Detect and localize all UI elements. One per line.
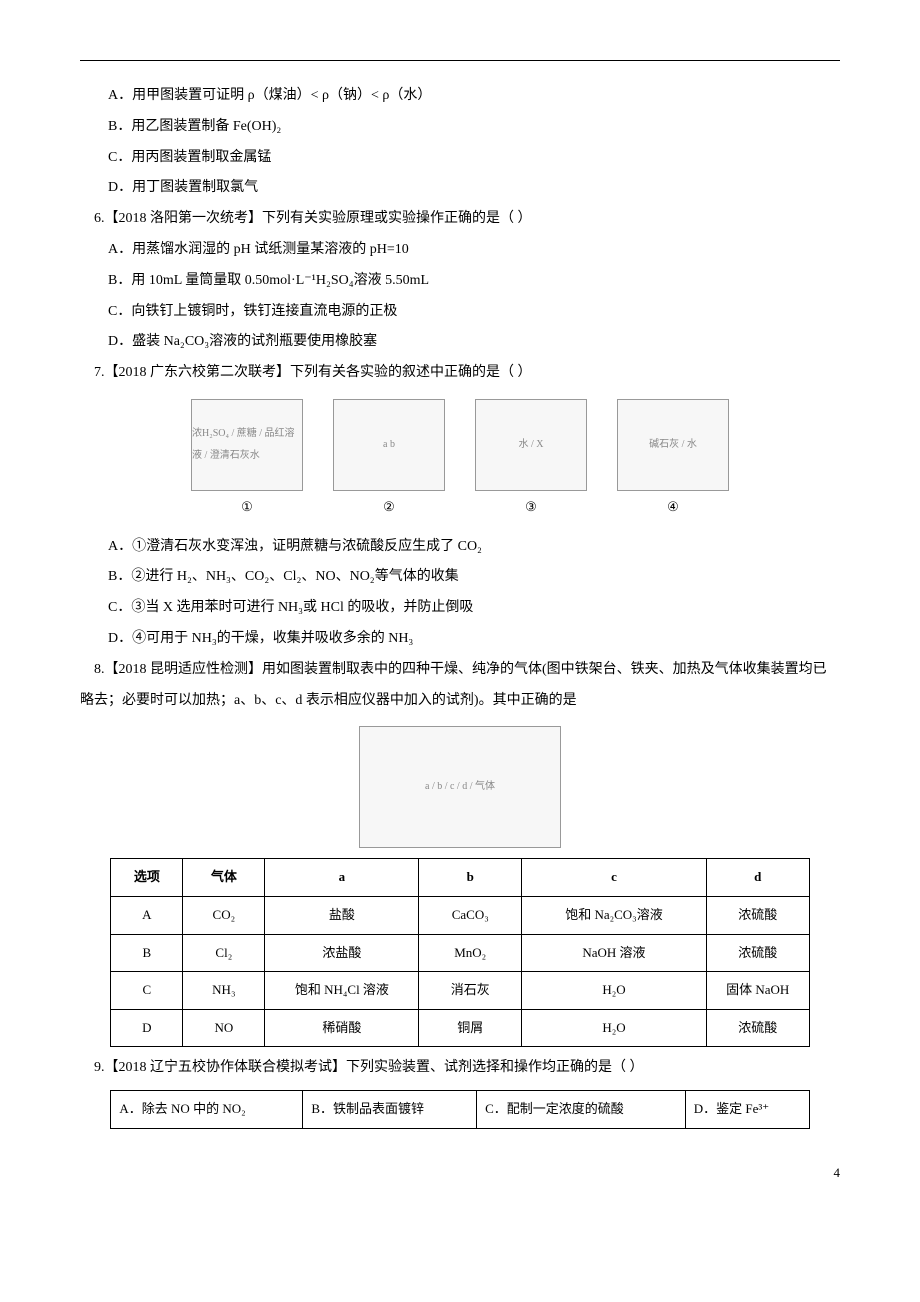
q8-td: 饱和 NH₄Cl 溶液: [265, 972, 419, 1010]
q8-td: MnO₂: [419, 934, 522, 972]
apparatus-diagram-icon: 浓H₂SO₄ / 蔗糖 / 品红溶液 / 澄清石灰水: [191, 399, 303, 491]
q8-th-1: 气体: [183, 859, 265, 897]
q8-th-2: a: [265, 859, 419, 897]
q8-figure: a / b / c / d / 气体: [80, 726, 840, 848]
q8-th-0: 选项: [111, 859, 183, 897]
q8-stem: 8.【2018 昆明适应性检测】用如图装置制取表中的四种干燥、纯净的气体(图中铁…: [80, 655, 840, 717]
q8-td: CaCO₃: [419, 896, 522, 934]
q6-stem: 6.【2018 洛阳第一次统考】下列有关实验原理或实验操作正确的是（ ）: [80, 204, 840, 235]
page-number: 4: [80, 1159, 840, 1188]
q8-td: H₂O: [522, 1009, 707, 1047]
q7-stem: 7.【2018 广东六校第二次联考】下列有关各实验的叙述中正确的是（ ）: [80, 358, 840, 389]
page-top-divider: [80, 60, 840, 61]
q7-option-b: B．②进行 H₂、NH₃、CO₂、Cl₂、NO、NO₂等气体的收集: [80, 562, 840, 593]
q8-th-5: d: [706, 859, 809, 897]
q8-td: Cl₂: [183, 934, 265, 972]
q8-td: B: [111, 934, 183, 972]
apparatus-diagram-icon: 碱石灰 / 水: [617, 399, 729, 491]
q8-td: 浓硫酸: [706, 896, 809, 934]
q5-option-d: D．用丁图装置制取氯气: [80, 173, 840, 204]
q7-option-d: D．④可用于 NH₃的干燥，收集并吸收多余的 NH₃: [80, 624, 840, 655]
q9-td-c: C．配制一定浓度的硫酸: [477, 1091, 686, 1129]
apparatus-diagram-icon: a / b / c / d / 气体: [359, 726, 561, 848]
q6-option-b: B．用 10mL 量筒量取 0.50mol·L⁻¹H₂SO₄溶液 5.50mL: [80, 266, 840, 297]
q6-option-a: A．用蒸馏水润湿的 pH 试纸测量某溶液的 pH=10: [80, 235, 840, 266]
apparatus-diagram-icon: a b: [333, 399, 445, 491]
q5-option-c: C．用丙图装置制取金属锰: [80, 143, 840, 174]
q8-td: C: [111, 972, 183, 1010]
q5-option-b: B．用乙图装置制备 Fe(OH)₂: [80, 112, 840, 143]
q8-td: NO: [183, 1009, 265, 1047]
q8-td: 浓硫酸: [706, 934, 809, 972]
table-row: A CO₂ 盐酸 CaCO₃ 饱和 Na₂CO₃溶液 浓硫酸: [111, 896, 809, 934]
apparatus-diagram-icon: 水 / X: [475, 399, 587, 491]
q8-td: 盐酸: [265, 896, 419, 934]
q8-td: 浓盐酸: [265, 934, 419, 972]
table-row: C NH₃ 饱和 NH₄Cl 溶液 消石灰 H₂O 固体 NaOH: [111, 972, 809, 1010]
q8-td: NH₃: [183, 972, 265, 1010]
q8-td: 铜屑: [419, 1009, 522, 1047]
q8-table: 选项 气体 a b c d A CO₂ 盐酸 CaCO₃ 饱和 Na₂CO₃溶液…: [110, 858, 809, 1047]
q8-td: H₂O: [522, 972, 707, 1010]
q7-fig-1: 浓H₂SO₄ / 蔗糖 / 品红溶液 / 澄清石灰水 ①: [191, 399, 303, 522]
q7-option-a: A．①澄清石灰水变浑浊，证明蔗糖与浓硫酸反应生成了 CO₂: [80, 532, 840, 563]
q7-figure-row: 浓H₂SO₄ / 蔗糖 / 品红溶液 / 澄清石灰水 ① a b ② 水 / X…: [80, 399, 840, 522]
q8-th-4: c: [522, 859, 707, 897]
q7-fig-3: 水 / X ③: [475, 399, 587, 522]
q7-fig-2: a b ②: [333, 399, 445, 522]
q8-td: 浓硫酸: [706, 1009, 809, 1047]
q7-fig-1-label: ①: [241, 493, 253, 522]
q8-td: CO₂: [183, 896, 265, 934]
table-row: A．除去 NO 中的 NO₂ B．铁制品表面镀锌 C．配制一定浓度的硫酸 D．鉴…: [111, 1091, 809, 1129]
q8-td: 固体 NaOH: [706, 972, 809, 1010]
q7-fig-2-label: ②: [383, 493, 395, 522]
q8-td: NaOH 溶液: [522, 934, 707, 972]
q9-table: A．除去 NO 中的 NO₂ B．铁制品表面镀锌 C．配制一定浓度的硫酸 D．鉴…: [110, 1090, 809, 1129]
table-row: 选项 气体 a b c d: [111, 859, 809, 897]
q6-option-d: D．盛装 Na₂CO₃溶液的试剂瓶要使用橡胶塞: [80, 327, 840, 358]
q9-td-a: A．除去 NO 中的 NO₂: [111, 1091, 303, 1129]
q5-option-a: A．用甲图装置可证明 ρ（煤油）< ρ（钠）< ρ（水）: [80, 81, 840, 112]
q8-td: D: [111, 1009, 183, 1047]
q8-td: A: [111, 896, 183, 934]
q9-stem: 9.【2018 辽宁五校协作体联合模拟考试】下列实验装置、试剂选择和操作均正确的…: [80, 1053, 840, 1084]
table-row: D NO 稀硝酸 铜屑 H₂O 浓硫酸: [111, 1009, 809, 1047]
q8-th-3: b: [419, 859, 522, 897]
q8-td: 饱和 Na₂CO₃溶液: [522, 896, 707, 934]
table-row: B Cl₂ 浓盐酸 MnO₂ NaOH 溶液 浓硫酸: [111, 934, 809, 972]
q7-fig-4: 碱石灰 / 水 ④: [617, 399, 729, 522]
q9-td-d: D．鉴定 Fe³⁺: [685, 1091, 809, 1129]
q7-fig-4-label: ④: [667, 493, 679, 522]
q8-td: 消石灰: [419, 972, 522, 1010]
q6-option-c: C．向铁钉上镀铜时，铁钉连接直流电源的正极: [80, 297, 840, 328]
q7-fig-3-label: ③: [525, 493, 537, 522]
q8-td: 稀硝酸: [265, 1009, 419, 1047]
q9-td-b: B．铁制品表面镀锌: [303, 1091, 477, 1129]
q7-option-c: C．③当 X 选用苯时可进行 NH₃或 HCl 的吸收，并防止倒吸: [80, 593, 840, 624]
